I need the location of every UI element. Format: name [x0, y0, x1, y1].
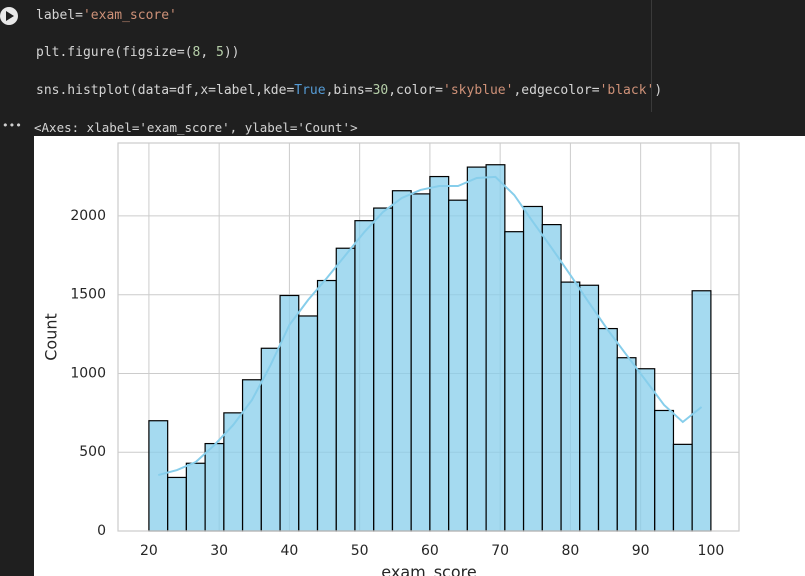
bar	[148, 420, 169, 532]
code-token: 30	[372, 83, 389, 98]
x-tick-label: 80	[561, 543, 579, 559]
x-tick-label: 100	[698, 543, 725, 559]
code-line: label='exam_score'	[36, 8, 177, 23]
bar	[654, 409, 675, 532]
output-marker: •••	[2, 119, 22, 132]
bar	[672, 443, 693, 532]
code-token: ))	[223, 45, 240, 60]
output-text: <Axes: xlabel='exam_score', ylabel='Coun…	[34, 120, 358, 135]
y-axis-label: Count	[42, 313, 61, 361]
x-axis-label: exam_score	[381, 563, 476, 576]
y-tick-label: 1500	[70, 287, 106, 303]
y-tick-label: 1000	[70, 365, 106, 381]
bar	[448, 199, 468, 532]
x-tick-label: 30	[210, 543, 228, 559]
plot-frame	[117, 142, 740, 532]
code-token: )	[654, 83, 663, 98]
x-tick-label: 70	[491, 543, 509, 559]
bar	[579, 284, 600, 532]
bar	[504, 231, 525, 532]
code-token: 'skyblue'	[443, 83, 514, 98]
code-token: ,	[200, 45, 217, 60]
bar	[373, 207, 394, 532]
code-token: ,color=	[388, 83, 444, 98]
bar	[429, 175, 450, 532]
bar	[522, 205, 543, 532]
bar	[485, 164, 506, 532]
run-button[interactable]	[0, 6, 20, 26]
bar	[298, 315, 319, 532]
y-tick-label: 0	[97, 523, 106, 539]
code-token: 'black'	[599, 83, 655, 98]
x-tick-label: 20	[140, 543, 158, 559]
bar	[597, 327, 618, 532]
code-cell	[22, 0, 652, 112]
code-line: plt.figure(figsize=(8, 5))	[36, 45, 240, 60]
bar	[167, 476, 187, 532]
bar	[241, 379, 262, 532]
x-tick-label: 90	[632, 543, 650, 559]
code-token: True	[294, 83, 326, 98]
code-token: ,edgecolor=	[513, 83, 600, 98]
bar	[335, 247, 356, 532]
code-token: sns.histplot(data=df,x=label,kde=	[36, 83, 295, 98]
code-line: sns.histplot(data=df,x=label,kde=True,bi…	[36, 83, 662, 98]
kde-line	[157, 175, 703, 477]
bar	[616, 357, 637, 532]
x-tick-label: 60	[421, 543, 439, 559]
code-token: 8	[192, 45, 201, 60]
x-tick-label: 50	[351, 543, 369, 559]
y-tick-label: 2000	[70, 208, 106, 224]
bar	[185, 462, 206, 532]
bar	[354, 220, 375, 532]
bar	[316, 279, 337, 532]
bar	[391, 190, 412, 532]
code-token: ,bins=	[325, 83, 373, 98]
code-token: 'exam_score'	[82, 8, 177, 23]
bar	[560, 281, 581, 532]
bar	[635, 368, 656, 532]
x-tick-label: 40	[280, 543, 298, 559]
y-tick-label: 500	[79, 444, 106, 460]
bar	[541, 224, 562, 532]
bar	[410, 193, 431, 532]
code-token: label=	[36, 8, 83, 23]
bar	[279, 294, 300, 532]
bar	[466, 166, 487, 532]
code-token: plt.figure(figsize=(	[36, 45, 193, 60]
bar	[204, 442, 225, 532]
code-token: 5	[216, 45, 224, 60]
bar	[691, 290, 712, 532]
